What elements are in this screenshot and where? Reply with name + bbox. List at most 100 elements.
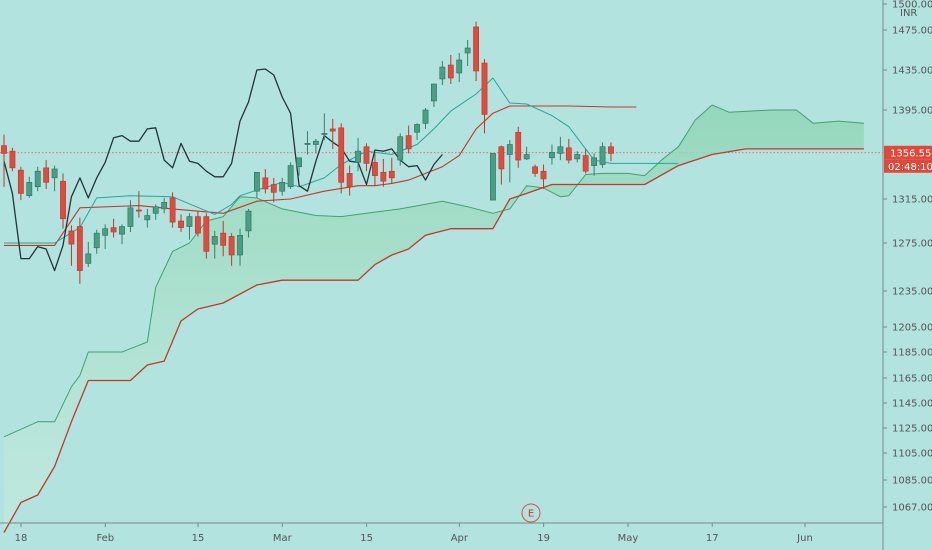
candle-body[interactable] <box>515 131 522 161</box>
candle-body[interactable] <box>161 202 168 210</box>
candle[interactable] <box>422 108 429 129</box>
candle[interactable] <box>169 192 176 228</box>
candle[interactable] <box>144 208 151 228</box>
candle[interactable] <box>464 40 471 66</box>
candle[interactable] <box>60 173 66 229</box>
candle[interactable] <box>135 191 142 218</box>
candle-body[interactable] <box>329 128 336 132</box>
candle[interactable] <box>313 138 319 154</box>
earnings-marker[interactable] <box>521 503 541 523</box>
candle[interactable] <box>405 125 412 154</box>
candle-body[interactable] <box>599 146 606 165</box>
candle[interactable] <box>178 214 184 232</box>
candle-body[interactable] <box>85 253 92 264</box>
candle-body[interactable] <box>523 154 530 160</box>
candle-body[interactable] <box>262 177 269 190</box>
candle-body[interactable] <box>473 26 479 72</box>
candle-body[interactable] <box>220 232 227 246</box>
candle-body[interactable] <box>1 145 7 154</box>
candle-body[interactable] <box>540 170 547 180</box>
candle-body[interactable] <box>102 228 109 236</box>
candle-body[interactable] <box>68 230 75 245</box>
candle-body[interactable] <box>228 236 235 256</box>
candle[interactable] <box>599 142 606 168</box>
candle[interactable] <box>26 176 33 198</box>
candle-body[interactable] <box>237 235 243 256</box>
candle[interactable] <box>574 151 581 163</box>
candle[interactable] <box>523 146 530 161</box>
candle-body[interactable] <box>405 135 412 150</box>
candle-body[interactable] <box>608 146 614 154</box>
candle[interactable] <box>34 166 41 192</box>
candle[interactable] <box>540 164 547 189</box>
candle[interactable] <box>591 153 597 176</box>
candles[interactable] <box>1 21 614 284</box>
candle[interactable] <box>296 157 302 176</box>
candle[interactable] <box>68 225 75 266</box>
candle-body[interactable] <box>355 150 361 163</box>
candle-body[interactable] <box>203 216 210 252</box>
candle-body[interactable] <box>178 220 184 228</box>
candle-body[interactable] <box>279 182 286 192</box>
candle-body[interactable] <box>591 157 597 166</box>
candle[interactable] <box>439 61 446 85</box>
candle-body[interactable] <box>557 146 564 154</box>
candle-body[interactable] <box>388 170 395 179</box>
candle[interactable] <box>127 200 134 232</box>
candle-body[interactable] <box>211 236 218 245</box>
candle[interactable] <box>456 53 463 82</box>
candle-body[interactable] <box>372 161 378 176</box>
candle-body[interactable] <box>532 166 538 174</box>
candle-body[interactable] <box>346 173 353 188</box>
candle-body[interactable] <box>110 227 117 233</box>
candle[interactable] <box>431 83 437 107</box>
candle[interactable] <box>245 208 252 238</box>
candle[interactable] <box>329 118 336 149</box>
candle-body[interactable] <box>144 215 151 221</box>
candle-body[interactable] <box>481 62 488 115</box>
candle[interactable] <box>220 221 227 257</box>
candle-body[interactable] <box>270 184 277 193</box>
candle-body[interactable] <box>506 144 513 155</box>
candle[interactable] <box>102 224 109 249</box>
candle-body[interactable] <box>498 146 505 170</box>
candle-body[interactable] <box>296 157 302 168</box>
candle[interactable] <box>85 241 92 267</box>
candle[interactable] <box>338 123 345 194</box>
candle[interactable] <box>380 158 387 187</box>
candle[interactable] <box>211 230 218 259</box>
candle[interactable] <box>582 148 589 174</box>
candle[interactable] <box>355 137 361 172</box>
candle[interactable] <box>228 233 235 266</box>
candle[interactable] <box>43 160 50 189</box>
candle-body[interactable] <box>321 133 328 135</box>
candle-body[interactable] <box>194 216 201 234</box>
candle-body[interactable] <box>17 169 24 194</box>
candle[interactable] <box>372 153 378 186</box>
candle-body[interactable] <box>414 124 420 133</box>
candle-body[interactable] <box>43 167 50 183</box>
candle[interactable] <box>363 143 370 172</box>
candle-body[interactable] <box>127 207 134 227</box>
candle[interactable] <box>447 55 454 84</box>
candle[interactable] <box>557 136 564 161</box>
candle[interactable] <box>161 197 168 214</box>
candle-body[interactable] <box>431 83 437 102</box>
candle[interactable] <box>481 59 488 134</box>
candle[interactable] <box>565 138 572 164</box>
candle[interactable] <box>93 229 100 254</box>
candle-body[interactable] <box>565 147 572 161</box>
candle-body[interactable] <box>76 226 83 271</box>
candle[interactable] <box>270 177 277 203</box>
candle-body[interactable] <box>152 206 159 214</box>
candle[interactable] <box>321 113 328 141</box>
candle-body[interactable] <box>169 197 176 223</box>
candle-body[interactable] <box>9 150 16 169</box>
candle-body[interactable] <box>338 127 345 183</box>
candle-body[interactable] <box>313 140 319 145</box>
candle[interactable] <box>76 217 83 284</box>
candle[interactable] <box>608 142 614 162</box>
candle[interactable] <box>9 147 16 172</box>
